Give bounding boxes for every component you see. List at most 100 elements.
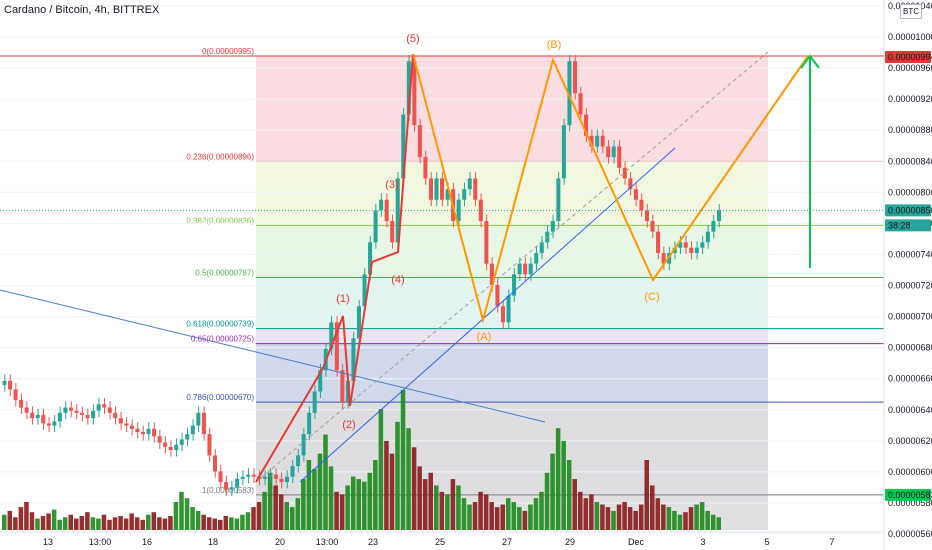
candle-body [35, 414, 40, 419]
volume-bar [162, 518, 168, 530]
volume-bar [140, 519, 145, 530]
volume-bar [234, 518, 240, 530]
volume-bar [528, 504, 533, 530]
downtrend-line[interactable] [0, 289, 546, 423]
candle-body [163, 442, 168, 447]
candle-body [157, 436, 162, 443]
volume-bar [123, 518, 129, 530]
candle-body [390, 221, 395, 243]
volume-bar [306, 460, 312, 530]
candle-body [212, 455, 217, 472]
price-badge: 0.00000850 [885, 204, 932, 217]
volume-bar [434, 485, 439, 530]
volume-bar [467, 504, 472, 530]
volume-bar [605, 507, 611, 530]
candle-body [705, 231, 710, 243]
candle-body [567, 61, 572, 126]
volume-bar [411, 447, 417, 530]
volume-bar [168, 516, 173, 530]
candle-body [589, 135, 594, 147]
volume-bar [35, 518, 40, 530]
volume-bar [384, 440, 389, 530]
candle-body [235, 478, 240, 488]
volume-bar [201, 514, 206, 530]
candle-body [595, 135, 600, 147]
candle-body [683, 242, 688, 248]
volume-bar [317, 453, 323, 530]
volume-bar [600, 504, 605, 530]
fib-zone-band [256, 328, 768, 344]
candle-body [240, 476, 245, 479]
volume-bar [627, 507, 633, 530]
candle-body [628, 178, 633, 190]
volume-bar [589, 494, 594, 530]
volume-bar [500, 504, 505, 530]
wave-label: (C) [644, 291, 659, 303]
volume-bar [583, 498, 589, 530]
volume-bar [13, 517, 18, 530]
candle-body [8, 380, 13, 390]
time-tick-label: 16 [142, 537, 152, 547]
volume-bar [223, 516, 229, 530]
candle-body [556, 178, 561, 222]
candle-body [373, 210, 378, 243]
volume-bar [572, 479, 577, 530]
candle-body [489, 263, 494, 285]
candle-body [716, 210, 721, 222]
volume-bar [578, 491, 583, 530]
volume-bar [240, 514, 245, 530]
candle-body [63, 407, 68, 413]
candle-body [584, 114, 589, 136]
volume-bar [129, 513, 134, 530]
volume-bar [101, 514, 107, 530]
volume-bar [273, 485, 278, 530]
candle-body [207, 434, 212, 456]
price-tick-label: 0.00000720 [888, 281, 932, 291]
candle-body [611, 146, 616, 158]
candle-body [24, 407, 29, 413]
candle-body [661, 253, 666, 264]
volume-bar [533, 498, 539, 530]
wave-label: (3) [385, 179, 398, 191]
candle-body [606, 146, 611, 158]
candle-body [561, 125, 566, 179]
currency-badge[interactable]: BTC [900, 4, 922, 19]
volume-bar [555, 428, 561, 530]
candle-body [351, 338, 356, 381]
fib-zone-band [256, 343, 768, 403]
target-arrow-head [800, 54, 820, 69]
volume-bar [677, 514, 683, 530]
volume-bar [62, 517, 68, 530]
corrective-wave[interactable] [412, 53, 809, 324]
wave-label: (5) [406, 33, 419, 45]
volume-bar [672, 510, 677, 530]
candle-body [423, 157, 428, 179]
volume-bar [694, 504, 699, 530]
candle-body [395, 178, 400, 243]
wave-label: (A) [477, 331, 492, 343]
price-tick-label: 0.00000740 [888, 249, 932, 259]
candle-body [41, 414, 46, 424]
volume-bar [367, 472, 373, 530]
candle-body [290, 466, 295, 477]
volume-bar [506, 498, 511, 530]
svg-text:0.00000850: 0.00000850 [888, 205, 932, 215]
candle-body [135, 428, 140, 432]
candle-body [19, 400, 24, 408]
impulse-wave[interactable] [255, 53, 414, 483]
time-tick-label: 13 [43, 537, 53, 547]
fib-zone-band [256, 55, 768, 162]
volume-bar [29, 512, 35, 530]
candle-body [52, 421, 57, 426]
candle-body [694, 247, 699, 254]
candle-body [340, 370, 345, 403]
volume-bar [644, 460, 649, 530]
volume-bar [373, 460, 378, 530]
candle-body [406, 61, 411, 115]
time-tick-label: 23 [368, 537, 378, 547]
volume-bar [85, 512, 90, 530]
uptrend-line[interactable] [299, 147, 676, 483]
candle-body [118, 418, 123, 424]
candle-body [550, 221, 555, 232]
